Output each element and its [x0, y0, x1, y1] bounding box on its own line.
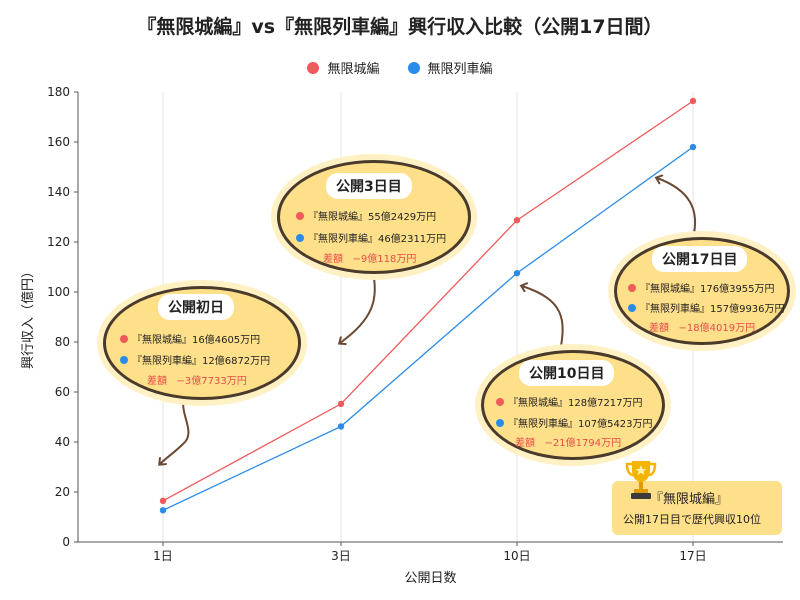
blue-dot-icon [120, 355, 128, 364]
blue-dot-icon [628, 303, 636, 312]
x-tick-label: 10日 [503, 549, 530, 563]
annotation-diff: 差額 −21億1794万円 [515, 434, 621, 449]
red-dot-icon [296, 211, 304, 220]
legend-item-mugenjo[interactable]: 無限城編 [307, 58, 380, 77]
y-axis-label: 興行収入（億円） [20, 265, 36, 369]
data-point [159, 497, 167, 505]
annotation-text: 『無限列車編』157億9936万円 [640, 304, 785, 315]
annotation-text: 『無限城編』55億2429万円 [308, 212, 437, 223]
annotation-title: 公開3日目 [326, 173, 412, 199]
y-tick-label: 100 [47, 285, 70, 299]
diff-value: −21億1794万円 [544, 438, 622, 449]
diff-label: 差額 [649, 323, 669, 334]
annotation-line-red: 『無限城編』16億4605万円 [120, 331, 260, 346]
trophy-title: 『無限城編』 [650, 492, 729, 507]
trophy-subtitle: 公開17日目で歴代興収10位 [623, 513, 761, 526]
series-line [162, 146, 694, 511]
y-tick-label: 160 [47, 135, 70, 149]
y-tick-label: 20 [55, 485, 70, 499]
annotation-diff: 差額 −9億118万円 [323, 250, 416, 265]
diff-value: −9億118万円 [352, 254, 417, 265]
diff-label: 差額 [147, 376, 167, 387]
series-line [162, 100, 694, 502]
annotation-line-blue: 『無限列車編』12億6872万円 [120, 352, 270, 367]
annotation-title: 公開初日 [158, 294, 234, 320]
red-dot-icon [628, 283, 636, 292]
blue-dot-icon [496, 418, 504, 427]
trophy-icon [625, 461, 657, 499]
annotation-line-red: 『無限城編』128億7217万円 [496, 394, 643, 409]
data-point [337, 400, 345, 408]
annotation-text: 『無限城編』16億4605万円 [132, 335, 261, 346]
y-tick-label: 140 [47, 185, 70, 199]
legend-swatch-red [307, 61, 320, 74]
annotation-arrow [340, 267, 376, 343]
chart-title: 『無限城編』vs『無限列車編』興行収入比較（公開17日間） [137, 16, 663, 38]
legend: 無限城編 無限列車編 [0, 58, 800, 77]
data-point [513, 217, 521, 224]
annotation-arrow [657, 178, 697, 239]
data-point [689, 143, 697, 151]
legend-label: 無限城編 [327, 62, 380, 77]
annotation-line-red: 『無限城編』55億2429万円 [296, 208, 436, 223]
annotation-text: 『無限列車編』12億6872万円 [132, 356, 271, 367]
annotation-text: 『無限城編』128億7217万円 [508, 398, 643, 409]
annotation-arrow [522, 286, 564, 353]
y-tick-label: 40 [55, 435, 70, 449]
annotation-title: 公開17日目 [652, 246, 748, 272]
data-point [689, 97, 697, 105]
data-point [337, 423, 345, 430]
data-point [159, 507, 167, 514]
annotation-line-blue: 『無限列車編』107億5423万円 [496, 415, 653, 430]
y-tick-label: 80 [55, 335, 70, 349]
red-dot-icon [120, 334, 128, 343]
diff-label: 差額 [515, 438, 535, 449]
legend-swatch-blue [407, 61, 420, 74]
annotation-diff: 差額 −3億7733万円 [147, 372, 247, 387]
x-tick-label: 17日 [679, 549, 706, 563]
annotation-arrow [160, 391, 192, 464]
annotation-line-blue: 『無限列車編』157億9936万円 [628, 300, 785, 315]
annotation-text: 『無限列車編』46億2311万円 [308, 234, 447, 245]
annotation-diff: 差額 −18億4019万円 [649, 319, 755, 334]
diff-value: −18億4019万円 [678, 323, 756, 334]
diff-value: −3億7733万円 [176, 376, 247, 387]
data-point [513, 269, 521, 277]
x-tick-label: 3日 [331, 549, 351, 563]
blue-dot-icon [296, 233, 304, 242]
y-tick-label: 60 [55, 385, 70, 399]
y-tick-label: 180 [47, 85, 70, 99]
x-axis-label: 公開日数 [404, 571, 456, 586]
y-tick-label: 0 [62, 535, 70, 549]
legend-label: 無限列車編 [427, 62, 493, 77]
annotation-title: 公開10日目 [519, 360, 615, 386]
y-tick-label: 120 [47, 235, 70, 249]
red-dot-icon [496, 397, 504, 406]
annotation-text: 『無限列車編』107億5423万円 [508, 419, 653, 430]
diff-label: 差額 [323, 254, 343, 265]
annotation-line-red: 『無限城編』176億3955万円 [628, 280, 775, 295]
x-tick-label: 1日 [153, 549, 173, 563]
legend-item-mugen-ressha[interactable]: 無限列車編 [407, 58, 493, 77]
annotation-line-blue: 『無限列車編』46億2311万円 [296, 230, 446, 245]
annotation-text: 『無限城編』176億3955万円 [640, 284, 775, 295]
